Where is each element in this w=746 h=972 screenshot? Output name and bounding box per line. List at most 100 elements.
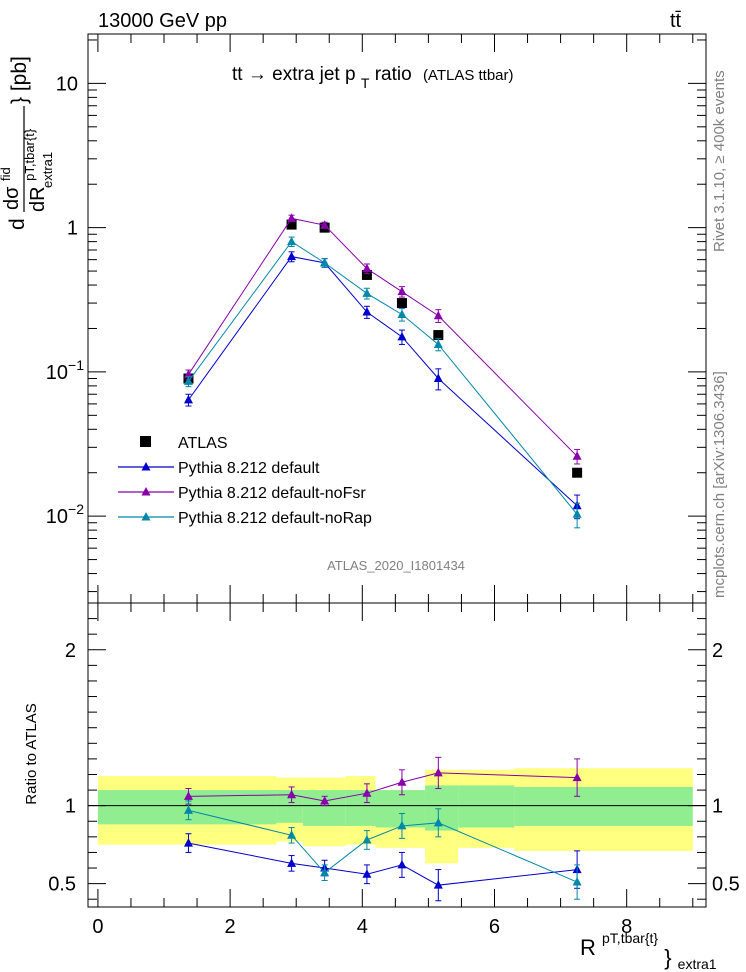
ratio-data-point <box>183 791 193 800</box>
series-line <box>188 217 578 457</box>
ratio-data-point <box>287 858 297 867</box>
title-tail: ratio <box>375 64 412 85</box>
title-arrow: → <box>248 64 267 85</box>
legend-label: Pythia 8.212 default-noRap <box>178 510 372 527</box>
data-point <box>183 394 193 404</box>
band-green <box>302 790 346 826</box>
series-3 <box>183 236 582 529</box>
ratio-ylabel: Ratio to ATLAS <box>23 703 40 804</box>
ylabel-num-text: dσ <box>1 186 23 210</box>
legend-label: Pythia 8.212 default-noFsr <box>178 485 366 502</box>
data-point <box>397 309 407 318</box>
xlabel-base: R <box>580 935 596 960</box>
title-sub: T <box>361 75 370 91</box>
data-point <box>362 288 372 297</box>
data-point <box>183 369 193 378</box>
ylabel-den: dR pT,tbar{t} extra1 <box>17 123 55 212</box>
ylabel-num: dσ fid <box>0 167 23 210</box>
ratio-series-1 <box>183 756 582 807</box>
legend: ATLAS Pythia 8.212 default Pythia 8.212 de… <box>118 435 372 527</box>
ylabel-d: d <box>6 218 29 230</box>
ratio-ytick-label-right: 2 <box>712 640 723 662</box>
data-point <box>433 310 443 320</box>
ratio-axis-ticks: 0.5 0.5 1 1 2 2 0 2 4 6 8 <box>48 602 740 938</box>
atlas-data-point <box>396 298 407 309</box>
header-energy: 13000 GeV pp <box>98 10 227 32</box>
ratio-data-point <box>183 805 193 814</box>
legend-label: Pythia 8.212 default <box>178 460 320 477</box>
ratio-frame <box>87 602 707 908</box>
main-ytick-label: 10 <box>56 73 78 95</box>
ratio-ytick-label-right: 0.5 <box>712 874 740 896</box>
title-tt: tt <box>232 64 243 85</box>
series-2 <box>183 213 582 465</box>
legend-item-1: Pythia 8.212 default <box>118 460 320 477</box>
ylabel-den-text: dR <box>27 186 49 212</box>
ylabel-unit: } [pb] <box>8 56 31 104</box>
ratio-ytick-label-right: 1 <box>712 796 723 818</box>
ytick-base: 10 <box>46 362 68 384</box>
ratio-data-point <box>362 788 372 797</box>
ratio-data-point <box>572 772 582 782</box>
atlas-data-point <box>433 330 444 341</box>
data-point <box>287 236 297 246</box>
data-point <box>433 339 443 348</box>
atlas-data-point <box>286 219 297 230</box>
band-green <box>458 785 515 828</box>
title-small: (ATLAS ttbar) <box>423 67 514 84</box>
legend-marker <box>141 462 151 471</box>
ratio-data-point <box>320 867 330 877</box>
legend-marker <box>141 487 151 496</box>
ratio-data-point <box>433 767 443 777</box>
ratio-data-point <box>362 834 372 844</box>
legend-item-3: Pythia 8.212 default-noRap <box>118 510 372 527</box>
ratio-data-point <box>397 820 407 830</box>
ytick-exp: −1 <box>68 357 84 373</box>
ytick-base: 10 <box>46 506 68 528</box>
xtick-label: 0 <box>92 916 103 938</box>
legend-marker <box>140 436 151 447</box>
ratio-data-point <box>183 838 193 847</box>
chart-title: tt → extra jet p T ratio (ATLAS ttbar) <box>232 64 514 93</box>
xtick-label: 4 <box>357 916 368 938</box>
rivet-label: Rivet 3.1.10, ≥ 400k events <box>711 70 728 252</box>
band-green <box>345 790 376 826</box>
main-ytick-label: 1 <box>67 218 78 240</box>
ratio-series-2 <box>183 800 582 900</box>
ratio-series-0 <box>183 833 582 902</box>
legend-label: ATLAS <box>178 435 228 452</box>
main-data <box>183 213 583 529</box>
ratio-data-point <box>287 830 297 839</box>
xlabel-sub: extra1 <box>678 956 717 972</box>
ratio-data-point <box>397 859 407 869</box>
main-ytick-label: 10−1 <box>46 357 84 384</box>
xtick-label: 2 <box>225 916 236 938</box>
ylabel-den-sup: pT,tbar{t} <box>22 128 37 181</box>
legend-item-2: Pythia 8.212 default-noFsr <box>118 485 366 502</box>
ratio-data <box>183 756 582 902</box>
ratio-data-point <box>433 817 443 827</box>
xtick-label: 8 <box>621 916 632 938</box>
main-ytick-label: 10−2 <box>46 501 84 528</box>
data-point <box>320 220 330 229</box>
data-point <box>183 376 193 385</box>
ratio-data-point <box>362 869 372 878</box>
data-point <box>362 307 372 316</box>
ratio-uncertainty-bands <box>97 768 693 864</box>
band-green <box>514 786 693 826</box>
ylabel-den-sub: extra1 <box>40 152 55 188</box>
data-point <box>362 263 372 273</box>
legend-marker <box>141 512 151 521</box>
ratio-data-point <box>287 789 297 799</box>
ratio-ytick-label: 0.5 <box>48 874 76 896</box>
data-point <box>287 251 297 261</box>
atlas-data-point <box>572 467 583 478</box>
data-point <box>397 286 407 296</box>
ratio-data-point <box>397 777 407 786</box>
data-point <box>320 257 330 267</box>
data-point <box>572 509 582 518</box>
data-point <box>397 331 407 341</box>
ytick-exp: −2 <box>68 501 84 517</box>
